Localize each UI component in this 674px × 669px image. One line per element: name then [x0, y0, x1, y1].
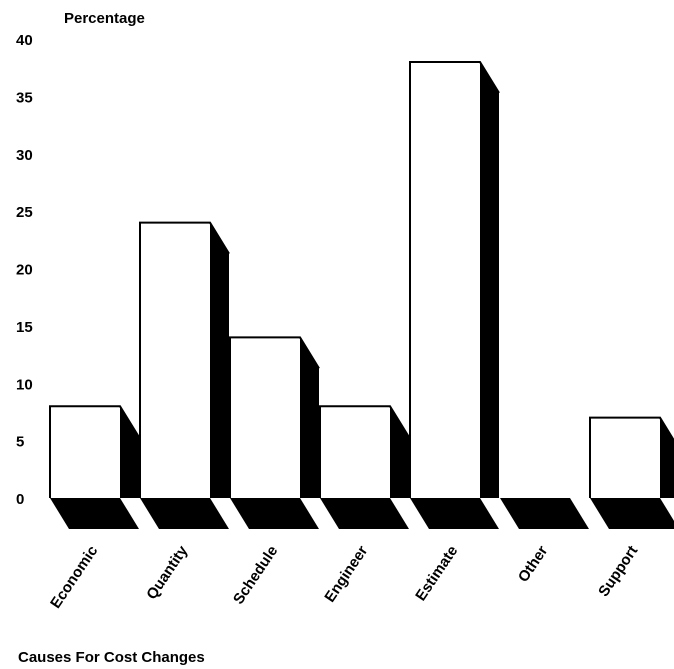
y-tick-label-5: 5 — [16, 434, 24, 451]
bar-front-estimate — [410, 61, 480, 498]
bar-floor-schedule — [230, 498, 319, 529]
x-tick-label-economic: Economic — [47, 543, 101, 612]
bar-edge-estimate — [409, 60, 500, 498]
bar-front-economic — [50, 406, 120, 498]
bar-support — [589, 416, 674, 529]
bar-side-estimate — [480, 61, 499, 498]
y-tick-label-30: 30 — [16, 147, 33, 164]
y-tick-label-0: 0 — [16, 491, 24, 508]
bar-floor-quantity — [140, 498, 229, 529]
bar-other — [500, 498, 589, 529]
bar-side-quantity — [210, 222, 229, 498]
bar-edge-schedule — [229, 336, 320, 498]
bar-side-engineer — [390, 406, 409, 498]
x-tick-label-engineer: Engineer — [321, 543, 371, 606]
bar-floor-support — [590, 498, 674, 529]
bars-layer — [49, 60, 674, 529]
bar-floor-estimate — [410, 498, 499, 529]
x-tick-label-quantity: Quantity — [143, 542, 191, 602]
x-tick-label-schedule: Schedule — [230, 543, 281, 608]
x-tick-label-estimate: Estimate — [412, 543, 461, 604]
bar-edge-support — [589, 416, 674, 498]
bar-front-quantity — [140, 222, 210, 498]
bar-floor-other — [500, 498, 589, 529]
y-tick-label-20: 20 — [16, 262, 33, 279]
bar-side-schedule — [300, 337, 319, 498]
y-tick-label-35: 35 — [16, 89, 33, 106]
bar-floor-engineer — [320, 498, 409, 529]
bar-edge-economic — [49, 405, 140, 498]
bar-quantity — [139, 221, 230, 529]
bar-front-engineer — [320, 406, 390, 498]
bar-floor-economic — [50, 498, 139, 529]
bar-front-schedule — [230, 337, 300, 498]
x-tick-label-support: Support — [595, 543, 641, 600]
x-axis-label: Causes For Cost Changes — [18, 649, 205, 666]
y-tick-label-25: 25 — [16, 204, 33, 221]
y-axis: 0 5 10 15 20 25 30 35 40 — [16, 32, 33, 508]
x-axis: Economic Quantity Schedule Engineer Estimate… — [47, 542, 641, 611]
bar-engineer — [319, 405, 410, 529]
y-tick-label-15: 15 — [16, 319, 33, 336]
y-tick-label-10: 10 — [16, 376, 33, 393]
bar-front-support — [590, 417, 660, 498]
y-axis-label: Percentage — [64, 10, 145, 27]
bar-edge-engineer — [319, 405, 410, 498]
bar-estimate — [409, 60, 500, 529]
bar-economic — [49, 405, 140, 529]
bar-edge-quantity — [139, 221, 230, 498]
y-tick-label-40: 40 — [16, 32, 33, 49]
bar-side-economic — [120, 406, 139, 498]
bar-schedule — [229, 336, 320, 529]
x-tick-label-other: Other — [515, 543, 552, 586]
bar-side-support — [660, 417, 674, 498]
